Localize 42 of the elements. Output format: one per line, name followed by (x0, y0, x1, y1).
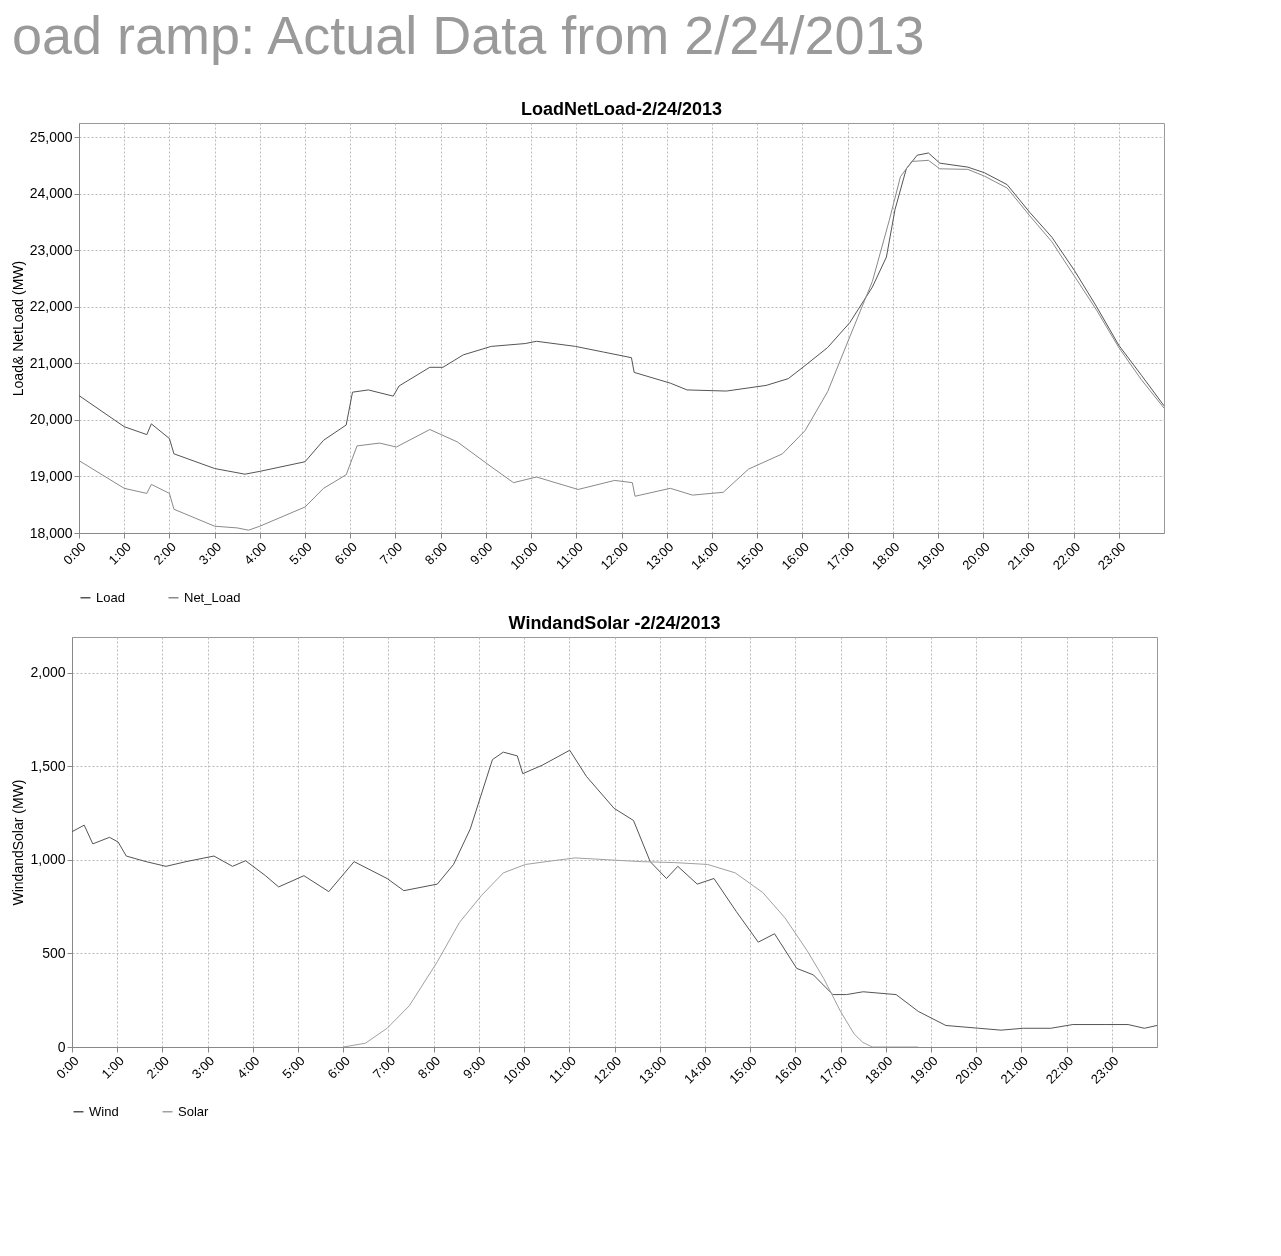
x-tick-label: 4:00 (234, 1053, 263, 1082)
y-tick-label: 19,000 (29, 467, 73, 484)
legend-label: Net_Load (184, 589, 241, 605)
x-tick-label: 8:00 (421, 539, 451, 568)
x-tick-label: 3:00 (195, 539, 225, 568)
x-tick-label: 9:00 (460, 1053, 489, 1082)
chart-title: WindandSolar -2/24/2013 (508, 613, 721, 633)
legend-label: Wind (89, 1103, 119, 1119)
x-tick-label: 1:00 (98, 1053, 127, 1082)
y-tick-label: 22,000 (29, 298, 73, 315)
x-tick-label: 5:00 (279, 1053, 308, 1082)
y-tick-label: 2,000 (30, 664, 66, 681)
y-tick-label: 24,000 (29, 185, 73, 202)
y-tick-label: 18,000 (29, 524, 73, 541)
y-tick-label: 1,500 (30, 757, 66, 774)
y-tick-label: 1,000 (30, 851, 66, 868)
x-tick-label: 7:00 (369, 1053, 399, 1082)
y-tick-label: 20,000 (29, 411, 73, 428)
x-tick-label: 9:00 (467, 539, 496, 568)
x-tick-label: 5:00 (286, 539, 315, 568)
y-tick-label: 0 (57, 1038, 66, 1055)
x-tick-label: 8:00 (414, 1053, 444, 1082)
y-axis-title: WindandSolar (MW) (10, 779, 27, 906)
x-tick-label: 2:00 (150, 539, 180, 568)
text: oad ramp: Actual Data from 2/24/2013 (11, 4, 926, 67)
legend-label: Load (96, 589, 125, 605)
x-tick-label: 0:00 (53, 1053, 82, 1082)
x-tick-label: 6:00 (331, 539, 360, 568)
y-tick-label: 500 (42, 944, 66, 961)
x-tick-label: 4:00 (241, 539, 270, 568)
x-tick-label: 1:00 (105, 539, 134, 568)
chart-title: LoadNetLoad-2/24/2013 (520, 99, 723, 119)
legend-label: Solar (178, 1103, 210, 1119)
y-tick-label: 23,000 (29, 241, 73, 258)
x-tick-label: 2:00 (143, 1053, 173, 1082)
x-tick-label: 0:00 (60, 539, 89, 568)
y-tick-label: 21,000 (29, 354, 73, 371)
x-tick-label: 6:00 (324, 1053, 353, 1082)
x-tick-label: 3:00 (188, 1053, 218, 1082)
y-tick-label: 25,000 (29, 128, 73, 145)
y-axis-title: Load& NetLoad (MW) (9, 260, 26, 397)
x-tick-label: 7:00 (376, 539, 406, 568)
